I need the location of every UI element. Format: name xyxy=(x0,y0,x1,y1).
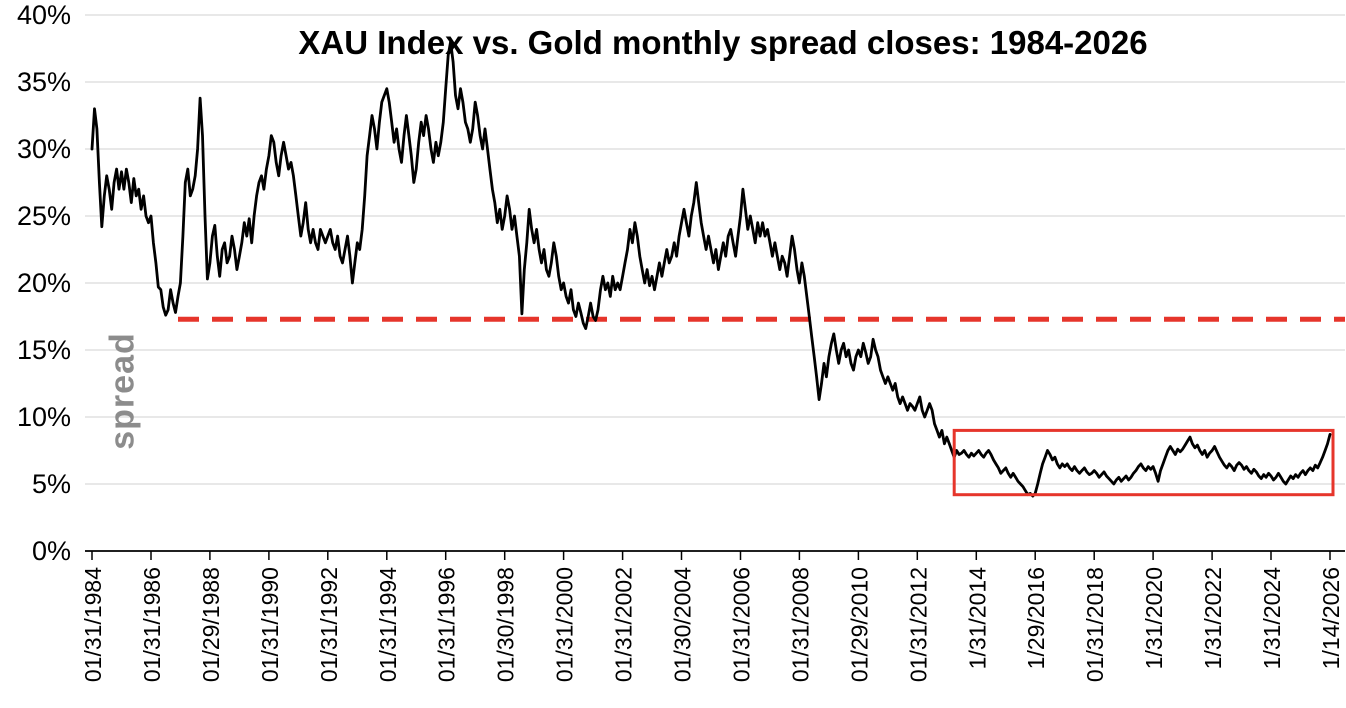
y-tick-label: 0% xyxy=(32,536,71,566)
x-tick-label: 1/14/2026 xyxy=(1318,567,1344,669)
y-tick-label: 35% xyxy=(17,67,71,97)
y-tick-label: 40% xyxy=(17,0,71,30)
x-tick-label: 1/31/2024 xyxy=(1259,567,1285,670)
x-tick-label: 1/31/2022 xyxy=(1200,567,1226,669)
y-tick-label: 30% xyxy=(17,134,71,164)
x-tick-label: 01/30/2004 xyxy=(670,567,696,682)
y-tick-label: 5% xyxy=(32,469,71,499)
x-tick-label: 01/31/1990 xyxy=(257,567,283,682)
y-tick-label: 25% xyxy=(17,201,71,231)
spread-line-series xyxy=(90,40,1332,498)
y-tick-label: 10% xyxy=(17,402,71,432)
x-tick-label: 01/29/2010 xyxy=(846,567,872,682)
x-tick-label: 01/31/1996 xyxy=(434,567,460,682)
x-tick-label: 1/31/2020 xyxy=(1141,567,1167,669)
x-tick-label: 01/31/2012 xyxy=(905,567,931,682)
y-tick-label: 20% xyxy=(17,268,71,298)
x-tick-label: 01/30/1998 xyxy=(493,567,519,682)
y-tick-label: 15% xyxy=(17,335,71,365)
x-tick-label: 01/31/1994 xyxy=(375,567,401,682)
x-tick-label: 01/29/1988 xyxy=(198,567,224,682)
x-tick-label: 1/31/2014 xyxy=(964,567,990,670)
chart-title: XAU Index vs. Gold monthly spread closes… xyxy=(298,24,1148,61)
x-tick-label: 01/31/2006 xyxy=(729,567,755,682)
x-tick-label: 1/29/2016 xyxy=(1023,567,1049,669)
x-tick-label: 01/31/1992 xyxy=(316,567,342,682)
x-tick-label: 01/31/1986 xyxy=(139,567,165,682)
x-tick-label: 01/31/2008 xyxy=(787,567,813,682)
highlight-box xyxy=(952,428,1335,497)
x-tick-label: 01/31/2002 xyxy=(611,567,637,682)
x-tick-label: 01/31/1984 xyxy=(80,567,106,682)
x-tick-label: 01/31/2000 xyxy=(552,567,578,682)
x-tick-label: 01/31/2018 xyxy=(1082,567,1108,682)
y-axis-title: spread xyxy=(103,332,142,450)
